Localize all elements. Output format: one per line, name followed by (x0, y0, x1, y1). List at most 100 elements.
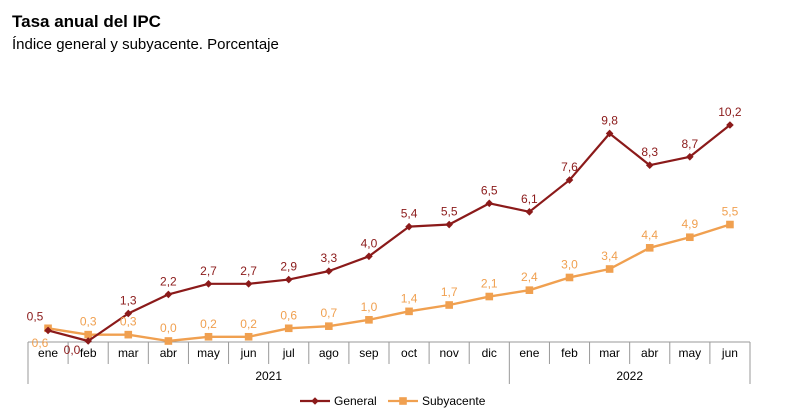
data-label-general: 6,1 (521, 192, 538, 206)
data-label-general: 9,8 (601, 113, 618, 127)
data-point-subyacente (325, 322, 333, 330)
data-label-general: 0,0 (64, 343, 81, 357)
data-point-subyacente (84, 330, 92, 339)
data-label-general: 5,5 (441, 205, 458, 219)
data-label-subyacente: 0,3 (80, 315, 97, 329)
data-label-general: 8,7 (681, 137, 698, 151)
data-point-subyacente (405, 307, 413, 316)
data-label-general: 3,3 (320, 251, 337, 265)
year-label: 2021 (255, 369, 282, 383)
x-tick-label: ago (319, 346, 339, 360)
x-tick-label: abr (160, 346, 177, 360)
data-point-general (204, 280, 213, 288)
x-tick-label: nov (439, 346, 458, 360)
data-point-subyacente (686, 233, 694, 242)
x-tick-label: feb (561, 346, 578, 360)
data-point-subyacente (124, 330, 133, 339)
data-point-subyacente (164, 337, 173, 345)
x-tick-label: jun (240, 346, 257, 360)
data-point-general (525, 208, 534, 216)
chart-subtitle: Índice general y subyacente. Porcentaje (12, 36, 279, 53)
x-tick-label: abr (641, 346, 658, 360)
data-label-general: 2,2 (160, 274, 177, 288)
data-label-subyacente: 0,2 (240, 317, 257, 331)
data-label-general: 2,7 (200, 264, 217, 278)
data-label-general: 5,4 (401, 207, 418, 221)
data-label-general: 8,3 (641, 145, 658, 159)
x-tick-label: jun (721, 346, 738, 360)
x-tick-label: oct (401, 346, 418, 360)
data-point-subyacente (605, 265, 614, 273)
data-point-general (124, 309, 133, 318)
x-tick-label: ene (519, 346, 539, 360)
data-label-subyacente: 2,4 (521, 270, 538, 284)
data-point-subyacente (284, 324, 293, 333)
data-point-general (565, 176, 574, 184)
data-point-general (445, 220, 453, 229)
data-label-subyacente: 5,5 (722, 205, 739, 219)
chart-title: Tasa anual del IPC (12, 12, 161, 31)
x-tick-label: jul (282, 346, 295, 360)
data-label-general: 1,3 (120, 293, 137, 307)
data-label-subyacente: 3,0 (561, 257, 578, 271)
data-label-subyacente: 0,2 (200, 317, 217, 331)
x-tick-label: dic (482, 346, 497, 360)
data-label-subyacente: 0,0 (160, 321, 177, 335)
data-point-general (365, 252, 373, 261)
data-label-general: 0,5 (27, 309, 44, 323)
data-point-general (84, 337, 92, 345)
data-point-general (44, 326, 52, 335)
data-point-subyacente (726, 220, 734, 229)
data-point-general (605, 129, 614, 138)
data-point-subyacente (244, 332, 253, 341)
data-label-general: 2,7 (240, 264, 257, 278)
legend-marker-general (311, 397, 319, 405)
data-label-subyacente: 4,9 (681, 217, 698, 231)
x-tick-label: mar (118, 346, 139, 360)
data-label-general: 4,0 (361, 236, 378, 250)
data-point-subyacente (485, 292, 494, 301)
data-point-subyacente (565, 273, 574, 282)
data-label-subyacente: 0,6 (280, 308, 297, 322)
data-label-subyacente: 0,7 (320, 306, 337, 320)
data-point-general (164, 290, 173, 299)
data-point-subyacente (445, 301, 453, 309)
data-point-subyacente (204, 332, 213, 341)
x-tick-label: ene (38, 346, 58, 360)
data-label-general: 6,5 (481, 183, 498, 197)
data-point-general (485, 199, 494, 208)
legend-label-general: General (334, 394, 377, 408)
data-label-general: 10,2 (718, 105, 742, 119)
data-point-general (405, 222, 413, 231)
data-label-subyacente: 1,4 (401, 291, 418, 305)
data-point-subyacente (365, 316, 373, 324)
x-tick-label: feb (80, 346, 97, 360)
legend-label-subyacente: Subyacente (422, 394, 486, 408)
data-label-subyacente: 4,4 (641, 228, 658, 242)
data-point-general (244, 280, 253, 288)
data-point-subyacente (645, 244, 654, 252)
data-point-general (686, 152, 694, 161)
data-point-general (325, 267, 333, 275)
data-label-subyacente: 2,1 (481, 277, 498, 291)
data-point-general (726, 121, 734, 129)
legend-marker-subyacente (399, 397, 407, 405)
x-tick-label: may (197, 346, 220, 360)
data-label-subyacente: 3,4 (601, 249, 618, 263)
data-point-subyacente (525, 286, 534, 294)
data-label-subyacente: 0,6 (32, 336, 49, 350)
data-label-subyacente: 0,3 (120, 315, 137, 329)
data-point-general (645, 161, 654, 170)
data-point-general (284, 275, 293, 284)
data-label-subyacente: 1,7 (441, 285, 458, 299)
x-tick-label: may (678, 346, 701, 360)
data-label-subyacente: 1,0 (361, 300, 378, 314)
data-label-general: 2,9 (280, 260, 297, 274)
year-label: 2022 (616, 369, 643, 383)
x-tick-label: sep (359, 346, 379, 360)
series-line-subyacente (47, 223, 731, 343)
data-label-general: 7,6 (561, 160, 578, 174)
x-tick-label: mar (599, 346, 620, 360)
series-line-general (47, 124, 731, 343)
